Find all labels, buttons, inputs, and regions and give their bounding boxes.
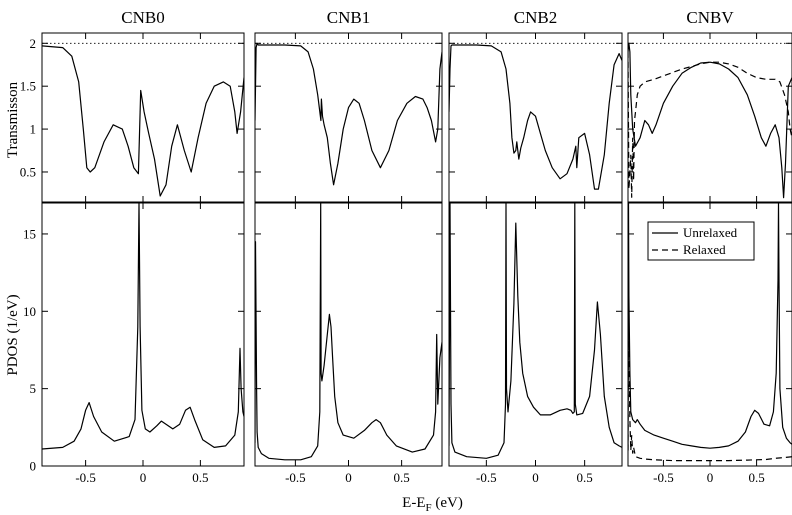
x-axis-title: E-EF (eV) [402, 495, 463, 514]
panel-cnb1-pdos: -0.5 0 0.5 [254, 202, 443, 485]
top-y-axis-title: Transmisson [5, 81, 21, 158]
y-tick-label-pdos-0: 0 [30, 459, 37, 474]
legend-label-relaxed: Relaxed [683, 242, 726, 257]
x-tick-label-cnb0-1: 0 [140, 470, 147, 485]
transmission-curve-cnbv-relaxed [628, 51, 792, 198]
pdos-curve-cnb2-unrelaxed [449, 203, 622, 459]
legend-box [647, 221, 755, 261]
panel-frame-cnb1-pdos [254, 202, 443, 467]
legend-label-unrelaxed: Unrelaxed [683, 225, 738, 240]
col-title-cnbv: CNBV [686, 8, 734, 27]
bottom-y-axis-title: PDOS (1/eV) [5, 294, 21, 375]
panel-cnb0-pdos: -0.5 0 0.5 0 5 10 15 [23, 202, 245, 485]
x-tick-label-cnb2-1: 0 [532, 470, 539, 485]
x-tick-label-cnb0-0: -0.5 [75, 470, 96, 485]
panel-cnb1-transmission [254, 32, 443, 203]
panel-frame-cnbv-transmission [627, 32, 792, 203]
panel-cnb2-pdos: -0.5 0 0.5 [448, 202, 623, 485]
x-tick-label-cnbv-1: 0 [707, 470, 714, 485]
panel-cnbv-transmission [627, 32, 792, 203]
column-titles: CNB0 CNB1 CNB2 CNBV [121, 8, 734, 27]
panel-cnbv-pdos: -0.5 0 0.5 [627, 202, 792, 485]
x-tick-label-cnbv-2: 0.5 [748, 470, 764, 485]
y-tick-label-pdos-3: 15 [23, 226, 36, 241]
y-tick-label-transmission-1: 1 [30, 122, 37, 137]
x-tick-label-cnb0-2: 0.5 [192, 470, 208, 485]
transmission-curve-cnb2-unrelaxed [449, 44, 622, 190]
transmission-curve-cnb1-unrelaxed [255, 42, 442, 186]
x-tick-label-cnbv-0: -0.5 [653, 470, 674, 485]
x-tick-label-cnb1-2: 0.5 [394, 470, 410, 485]
transmission-curve-cnbv-unrelaxed [628, 42, 792, 199]
y-tick-label-pdos-1: 5 [30, 381, 37, 396]
x-axis-title-main: E-E [402, 495, 425, 511]
pdos-curve-cnbv-relaxed [628, 295, 792, 462]
transmission-curve-cnb0-unrelaxed [42, 45, 244, 197]
panel-frame-cnb2-pdos [448, 202, 623, 467]
y-tick-label-transmission-0: 0.5 [20, 164, 36, 179]
y-tick-label-transmission-2: 1.5 [20, 79, 36, 94]
col-title-cnb0: CNB0 [121, 8, 164, 27]
y-tick-label-transmission-3: 2 [30, 36, 37, 51]
panel-cnb2-transmission [448, 32, 623, 203]
x-tick-label-cnb1-0: -0.5 [285, 470, 306, 485]
x-tick-label-cnb2-0: -0.5 [476, 470, 497, 485]
x-axis-title-sub: F [425, 502, 431, 514]
y-tick-label-pdos-2: 10 [23, 304, 36, 319]
pdos-curve-cnbv-unrelaxed [628, 203, 792, 451]
panel-frame-cnb1-transmission [254, 32, 443, 203]
legend: Unrelaxed Relaxed [647, 221, 755, 261]
pdos-curve-cnb0-unrelaxed [42, 203, 244, 450]
col-title-cnb2: CNB2 [514, 8, 557, 27]
panel-frame-cnb0-pdos [41, 202, 245, 467]
x-axis-title-unit: (eV) [432, 495, 463, 511]
pdos-curve-cnb1-unrelaxed [255, 203, 442, 461]
panel-cnb0-transmission: 0.5 1 1.5 2 [20, 32, 245, 203]
col-title-cnb1: CNB1 [327, 8, 370, 27]
x-tick-label-cnb1-1: 0 [345, 470, 352, 485]
x-tick-label-cnb2-2: 0.5 [577, 470, 593, 485]
